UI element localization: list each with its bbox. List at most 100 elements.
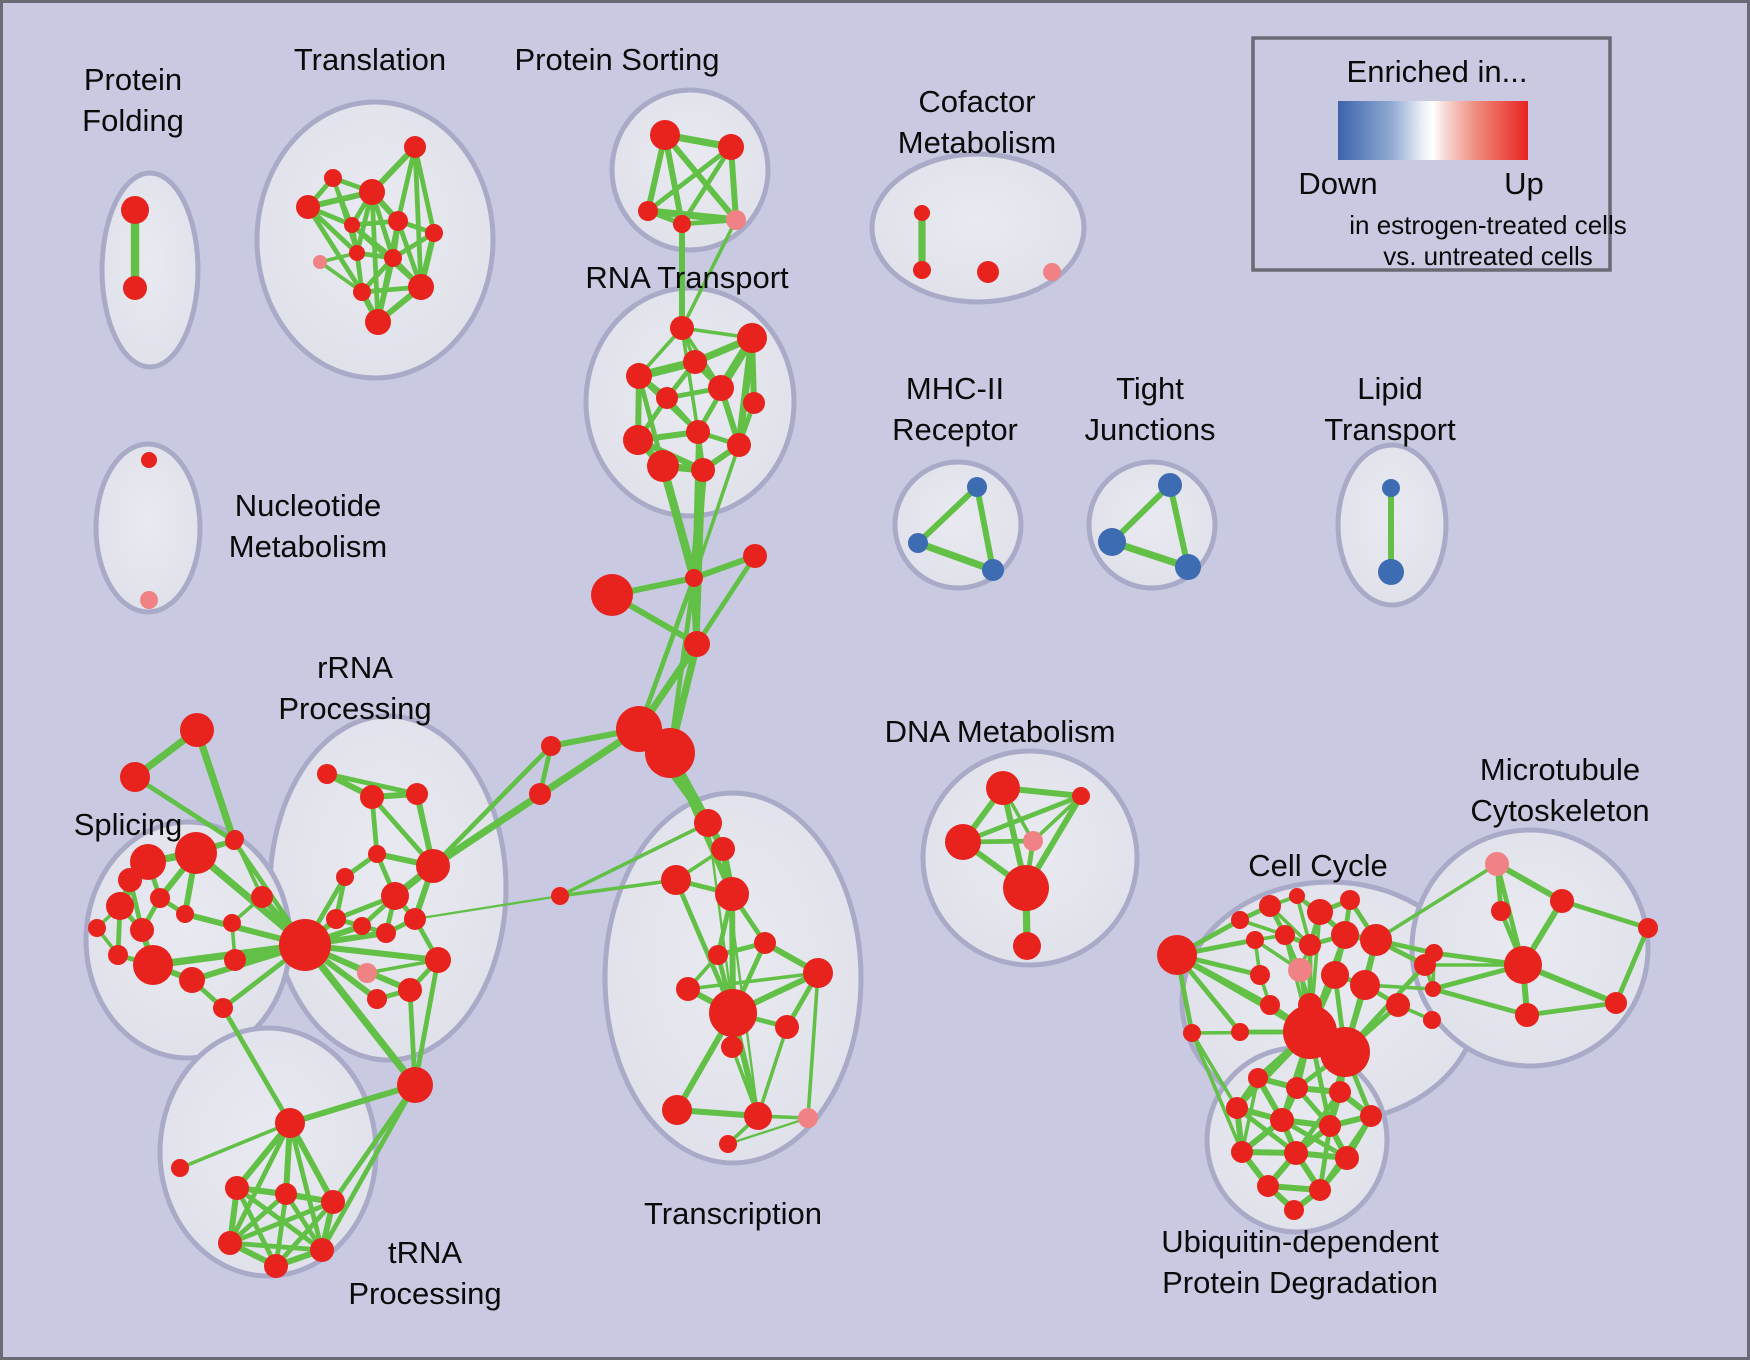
gene-set-node (638, 201, 658, 221)
edge (558, 878, 678, 898)
gene-set-node (213, 998, 233, 1018)
gene-set-node (1423, 1011, 1441, 1029)
edge (430, 791, 543, 869)
edge (287, 1082, 418, 1126)
cluster-label-cofactor-metabolism: Cofactor Metabolism (898, 84, 1057, 160)
gene-set-node (381, 882, 409, 910)
gene-set-node (1098, 528, 1126, 556)
gene-set-node (404, 908, 426, 930)
gene-set-node (1382, 479, 1400, 497)
gene-set-node (118, 868, 142, 892)
edge (679, 144, 734, 227)
gene-set-node (708, 375, 734, 401)
gene-set-node (360, 785, 384, 809)
gene-set-node (359, 179, 385, 205)
gene-set-node (279, 919, 331, 971)
gene-set-node (650, 120, 680, 150)
cluster-label-transcription: Transcription (644, 1196, 822, 1231)
edge (662, 132, 685, 227)
gene-set-node (349, 245, 365, 261)
gene-set-node (171, 1159, 189, 1177)
gene-set-node (661, 865, 691, 895)
edge (1240, 1076, 1260, 1154)
gene-set-node (1319, 1115, 1341, 1137)
gene-set-node (406, 783, 428, 805)
gene-set-node (1335, 1146, 1359, 1170)
gene-set-node (685, 569, 703, 587)
cluster-label-protein-folding: Protein Folding (82, 62, 184, 138)
gene-set-node (1157, 935, 1197, 975)
gene-set-node (150, 888, 170, 908)
edge (644, 207, 740, 224)
edge (132, 774, 237, 844)
edge (680, 218, 738, 330)
edge (412, 144, 437, 236)
cluster-label-ubiquitin-degradation: Ubiquitin-dependent Protein Degradation (1161, 1224, 1439, 1300)
gene-set-node (130, 844, 166, 880)
gene-set-node (1231, 1141, 1253, 1163)
gene-set-node (798, 1108, 818, 1128)
gene-set-node (120, 762, 150, 792)
gene-set-node (251, 886, 273, 908)
gene-set-node (226, 830, 244, 848)
gene-set-node (1425, 944, 1443, 962)
gene-set-node (708, 945, 728, 965)
gene-set-node (321, 1190, 345, 1214)
gene-set-node (715, 877, 749, 911)
gene-set-node (353, 283, 371, 301)
gene-set-node (1286, 1077, 1308, 1099)
edge (178, 1121, 292, 1170)
gene-set-node (623, 425, 653, 455)
edge (1494, 861, 1565, 904)
gene-set-node (1331, 921, 1359, 949)
gene-set-node (1515, 1003, 1539, 1027)
gene-set-node (1350, 970, 1380, 1000)
edge (319, 1082, 418, 1253)
gene-set-node (1275, 925, 1295, 945)
gene-set-node (1550, 889, 1574, 913)
gene-set-node (264, 1254, 288, 1278)
gene-set-node (541, 736, 561, 756)
gene-set-node (317, 764, 337, 784)
gene-set-node (1288, 958, 1312, 982)
legend-caption-line2: vs. untreated cells (1383, 241, 1593, 271)
edge (692, 430, 700, 580)
edge (1374, 862, 1499, 942)
edge (706, 821, 735, 1015)
gene-set-node (656, 387, 678, 409)
edge (324, 771, 420, 797)
gene-set-node (1257, 1175, 1279, 1197)
edge (914, 539, 997, 574)
gene-set-node (1378, 559, 1404, 585)
cluster-label-lipid-transport: Lipid Transport (1324, 371, 1456, 447)
edge (915, 484, 980, 546)
gene-set-node (744, 1102, 772, 1130)
gene-set-node (721, 1036, 743, 1058)
gene-set-node (425, 224, 443, 242)
edge (756, 1025, 789, 1118)
gene-set-node (914, 205, 930, 221)
gene-set-node (1284, 1141, 1308, 1165)
gene-set-node (324, 169, 342, 187)
gene-set-node (719, 1135, 737, 1153)
gene-set-node (1360, 924, 1392, 956)
edge (558, 821, 710, 898)
gene-set-node (1270, 1108, 1294, 1132)
gene-set-node (1072, 787, 1090, 805)
gene-set-node (676, 977, 700, 1001)
edge (273, 1191, 289, 1269)
gene-set-node (1425, 981, 1441, 997)
gene-set-node (977, 261, 999, 283)
cluster-label-splicing: Splicing (74, 807, 183, 842)
edge (412, 957, 441, 1088)
gene-set-node (121, 196, 149, 224)
cluster-labels: Protein Folding Translation Protein Sorting… (74, 42, 1650, 1311)
gene-set-node (130, 918, 154, 942)
cluster-label-tight-junctions: Tight Junctions (1085, 371, 1216, 447)
gene-set-node (106, 892, 134, 920)
edge (694, 553, 758, 647)
gene-set-node (88, 919, 106, 937)
gene-set-node (344, 217, 360, 233)
edge (1613, 925, 1651, 1006)
gene-set-node (986, 771, 1020, 805)
